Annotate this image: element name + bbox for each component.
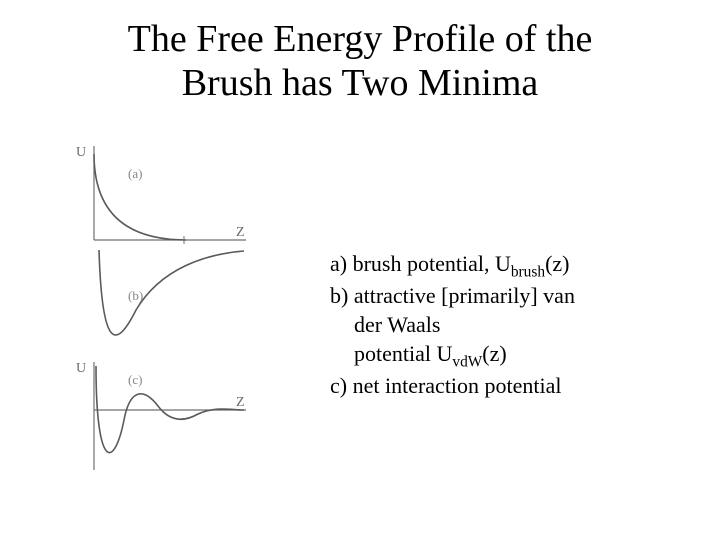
slide-title: The Free Energy Profile of the Brush has…	[0, 18, 720, 105]
caption-b3-pre: potential U	[354, 341, 452, 366]
caption-line-a: a) brush potential, Ubrush(z)	[330, 250, 670, 282]
title-line-1: The Free Energy Profile of the	[128, 18, 593, 60]
panel-a: U Z (a)	[76, 145, 246, 244]
slide: The Free Energy Profile of the Brush has…	[0, 0, 720, 540]
title-line-2: Brush has Two Minima	[182, 62, 539, 104]
energy-profile-figure: U Z (a) (b) U Z (c	[66, 140, 256, 480]
caption-b3-sub: vdW	[452, 353, 482, 370]
caption-line-b1: b) attractive [primarily] van	[330, 282, 670, 311]
caption-block: a) brush potential, Ubrush(z) b) attract…	[330, 250, 670, 401]
panel-b: (b)	[94, 250, 246, 335]
energy-profile-svg: U Z (a) (b) U Z (c	[66, 140, 256, 480]
caption-line-b2: der Waals	[330, 311, 670, 340]
panel-c-label: (c)	[128, 372, 142, 387]
caption-line-b3: potential UvdW(z)	[330, 340, 670, 372]
caption-a-pre: a) brush potential, U	[330, 251, 511, 276]
caption-line-c: c) net interaction potential	[330, 372, 670, 401]
axis-u-label-c: U	[76, 361, 86, 376]
panel-c: U Z (c)	[76, 361, 246, 470]
axis-z-label-a: Z	[236, 225, 245, 240]
caption-a-post: (z)	[545, 251, 569, 276]
panel-a-label: (a)	[128, 166, 142, 181]
axis-z-label-c: Z	[236, 395, 245, 410]
caption-b3-post: (z)	[482, 341, 506, 366]
caption-a-sub: brush	[511, 263, 545, 280]
panel-b-label: (b)	[128, 288, 143, 303]
axis-u-label-a: U	[76, 145, 86, 160]
